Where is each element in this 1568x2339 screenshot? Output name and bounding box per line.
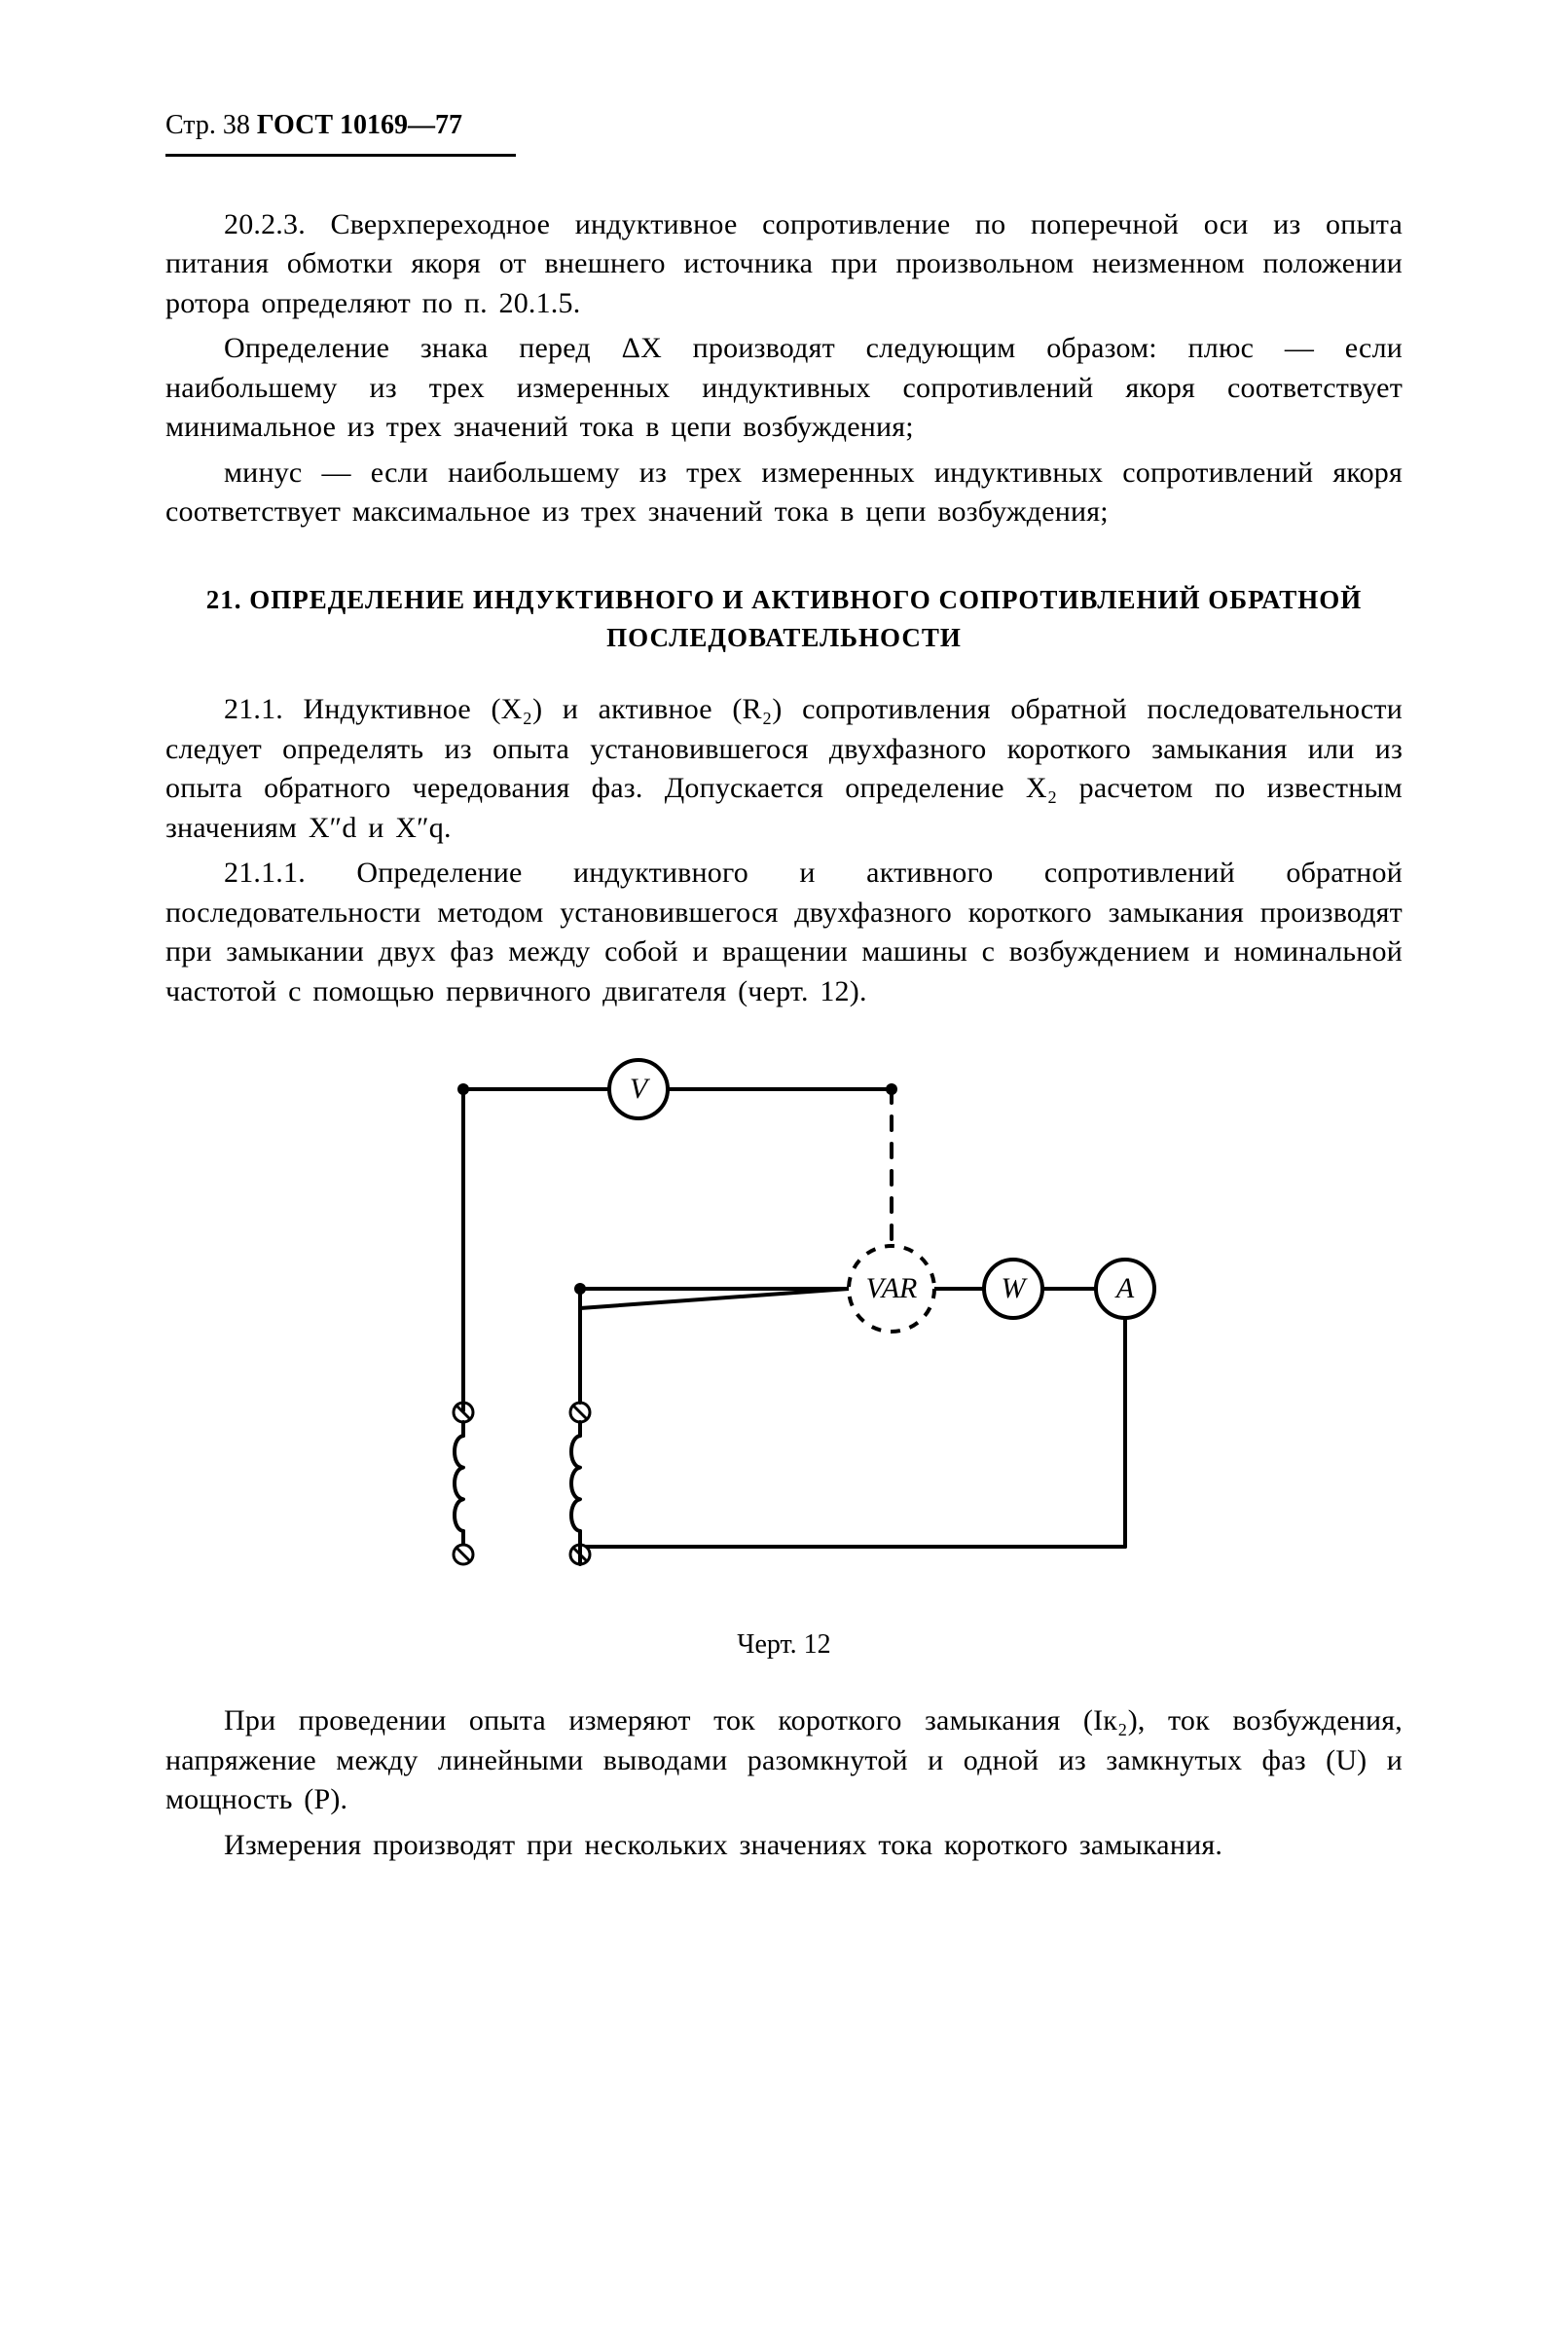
svg-text:A: A [1113, 1272, 1134, 1304]
paragraph: 20.2.3. Сверхпереходное индуктивное сопр… [165, 205, 1403, 324]
paragraph: 21.1.1. Определение индуктивного и актив… [165, 854, 1403, 1011]
paragraph: При проведении опыта измеряют ток коротк… [165, 1701, 1403, 1820]
gost-number: ГОСТ 10169—77 [257, 110, 462, 140]
page-number: Стр. 38 [165, 110, 250, 140]
section-title: 21. ОПРЕДЕЛЕНИЕ ИНДУКТИВНОГО И АКТИВНОГО… [165, 581, 1403, 657]
figure-12: VVARWA [165, 1041, 1403, 1607]
paragraph: Определение знака перед ΔX производят сл… [165, 329, 1403, 448]
svg-text:W: W [1001, 1272, 1028, 1304]
paragraph: минус — если наибольшему из трех измерен… [165, 454, 1403, 532]
paragraph: 21.1. Индуктивное (X₂) и активное (R₂) с… [165, 690, 1403, 848]
running-head: Стр. 38 ГОСТ 10169—77 [165, 107, 516, 157]
page: Стр. 38 ГОСТ 10169—77 20.2.3. Сверхперех… [0, 0, 1568, 2339]
circuit-diagram: VVARWA [405, 1041, 1164, 1595]
paragraph: Измерения производят при нескольких знач… [165, 1826, 1403, 1866]
svg-text:VAR: VAR [865, 1272, 917, 1304]
figure-caption: Черт. 12 [165, 1626, 1403, 1663]
